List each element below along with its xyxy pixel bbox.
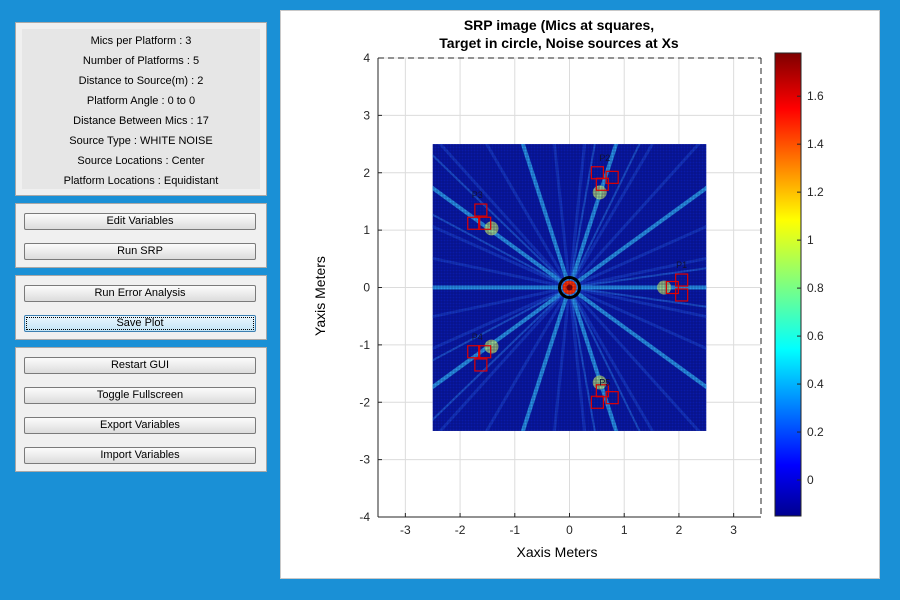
mic-square: [675, 273, 689, 287]
y-tick-label: 0: [363, 281, 370, 295]
colorbar-tick-label: 1.4: [807, 137, 824, 151]
platform-label: P2: [599, 153, 610, 163]
mic-square: [478, 345, 492, 359]
export-variables-button[interactable]: Export Variables: [24, 417, 256, 434]
plot-overlays: P1 P2 P3 P4 P5: [467, 153, 689, 409]
mic-square: [474, 358, 488, 372]
mic-square: [467, 216, 481, 230]
mic-square: [665, 280, 679, 295]
mic-square: [478, 216, 492, 230]
colorbar-tick-label: 1.2: [807, 185, 824, 199]
plot-panel: SRP image (Mics at squares, Target in ci…: [280, 10, 880, 579]
parameters-panel: Mics per Platform : 3 Number of Platform…: [15, 22, 267, 196]
run-error-analysis-button[interactable]: Run Error Analysis: [24, 285, 256, 302]
toggle-fullscreen-button[interactable]: Toggle Fullscreen: [24, 387, 256, 404]
mic-square: [675, 288, 689, 302]
x-tick-label: -1: [509, 523, 520, 537]
y-tick-label: -2: [359, 395, 370, 409]
edit-variables-button[interactable]: Edit Variables: [24, 213, 256, 230]
info-number-of-platforms: Number of Platforms : 5: [82, 55, 200, 67]
colorbar-tick-label: 0: [807, 473, 814, 487]
colorbar-tick-label: 0.6: [807, 329, 824, 343]
info-mics-per-platform: Mics per Platform : 3: [90, 35, 192, 47]
info-source-type: Source Type : WHITE NOISE: [69, 135, 213, 147]
mic-square: [595, 384, 609, 398]
info-platform-angle: Platform Angle : 0 to 0: [86, 95, 196, 107]
platform-label: P1: [676, 260, 687, 270]
x-tick-label: 0: [566, 523, 573, 537]
colorbar-tick-label: 1.6: [807, 89, 824, 103]
x-tick-label: 2: [676, 523, 683, 537]
chart-subtitle: Target in circle, Noise sources at Xs: [439, 35, 679, 51]
y-tick-label: -1: [359, 338, 370, 352]
y-tick-label: 2: [363, 166, 370, 180]
heatmap-cell-grid: [432, 144, 707, 431]
chart-title: SRP image (Mics at squares,: [464, 17, 654, 33]
x-tick-label: 3: [730, 523, 737, 537]
import-variables-button[interactable]: Import Variables: [24, 447, 256, 464]
run-srp-button[interactable]: Run SRP: [24, 243, 256, 260]
mic-square: [605, 170, 619, 184]
colorbar-tick-label: 1: [807, 233, 814, 247]
x-axis-label: Xaxis Meters: [517, 544, 598, 560]
y-axis-label: Yaxis Meters: [312, 256, 328, 336]
platform-label: P4: [472, 332, 483, 342]
restart-gui-button[interactable]: Restart GUI: [24, 357, 256, 374]
info-platform-locations: Platform Locations : Equidistant: [63, 175, 219, 187]
platform-label: P3: [472, 190, 483, 200]
colorbar-tick-label: 0.8: [807, 281, 824, 295]
mic-square: [467, 345, 481, 359]
save-plot-button[interactable]: Save Plot: [24, 315, 256, 332]
info-distance-to-source: Distance to Source(m) : 2: [78, 75, 204, 87]
utility-button-group: Restart GUI Toggle Fullscreen Export Var…: [15, 347, 267, 472]
x-tick-label: -3: [400, 523, 411, 537]
analysis-button-group: Run Error Analysis Save Plot: [15, 275, 267, 340]
colorbar-tick-label: 0.2: [807, 425, 824, 439]
target-circle: [558, 276, 581, 299]
info-distance-between-mics: Distance Between Mics : 17: [73, 115, 209, 127]
y-tick-label: 1: [363, 223, 370, 237]
mic-square: [605, 391, 619, 405]
x-tick-label: 1: [621, 523, 628, 537]
parameters-list: Mics per Platform : 3 Number of Platform…: [22, 29, 260, 189]
colorbar-gradient: [774, 52, 802, 517]
y-tick-label: -3: [359, 453, 370, 467]
colorbar-tick-label: 0.4: [807, 377, 824, 391]
y-tick-label: -4: [359, 510, 370, 524]
colorbar: 0 0.2 0.4 0.6 0.8 1 1.2 1.4 1.6: [774, 52, 824, 517]
info-source-locations: Source Locations : Center: [77, 155, 205, 167]
mic-square: [595, 177, 609, 191]
mic-square: [474, 203, 488, 217]
srp-plot[interactable]: SRP image (Mics at squares, Target in ci…: [281, 11, 879, 578]
platform-label: P5: [599, 378, 610, 388]
setup-button-group: Edit Variables Run SRP: [15, 203, 267, 268]
x-tick-label: -2: [455, 523, 466, 537]
y-tick-label: 4: [363, 51, 370, 65]
y-tick-label: 3: [363, 108, 370, 122]
srp-heatmap-image: [432, 144, 707, 431]
